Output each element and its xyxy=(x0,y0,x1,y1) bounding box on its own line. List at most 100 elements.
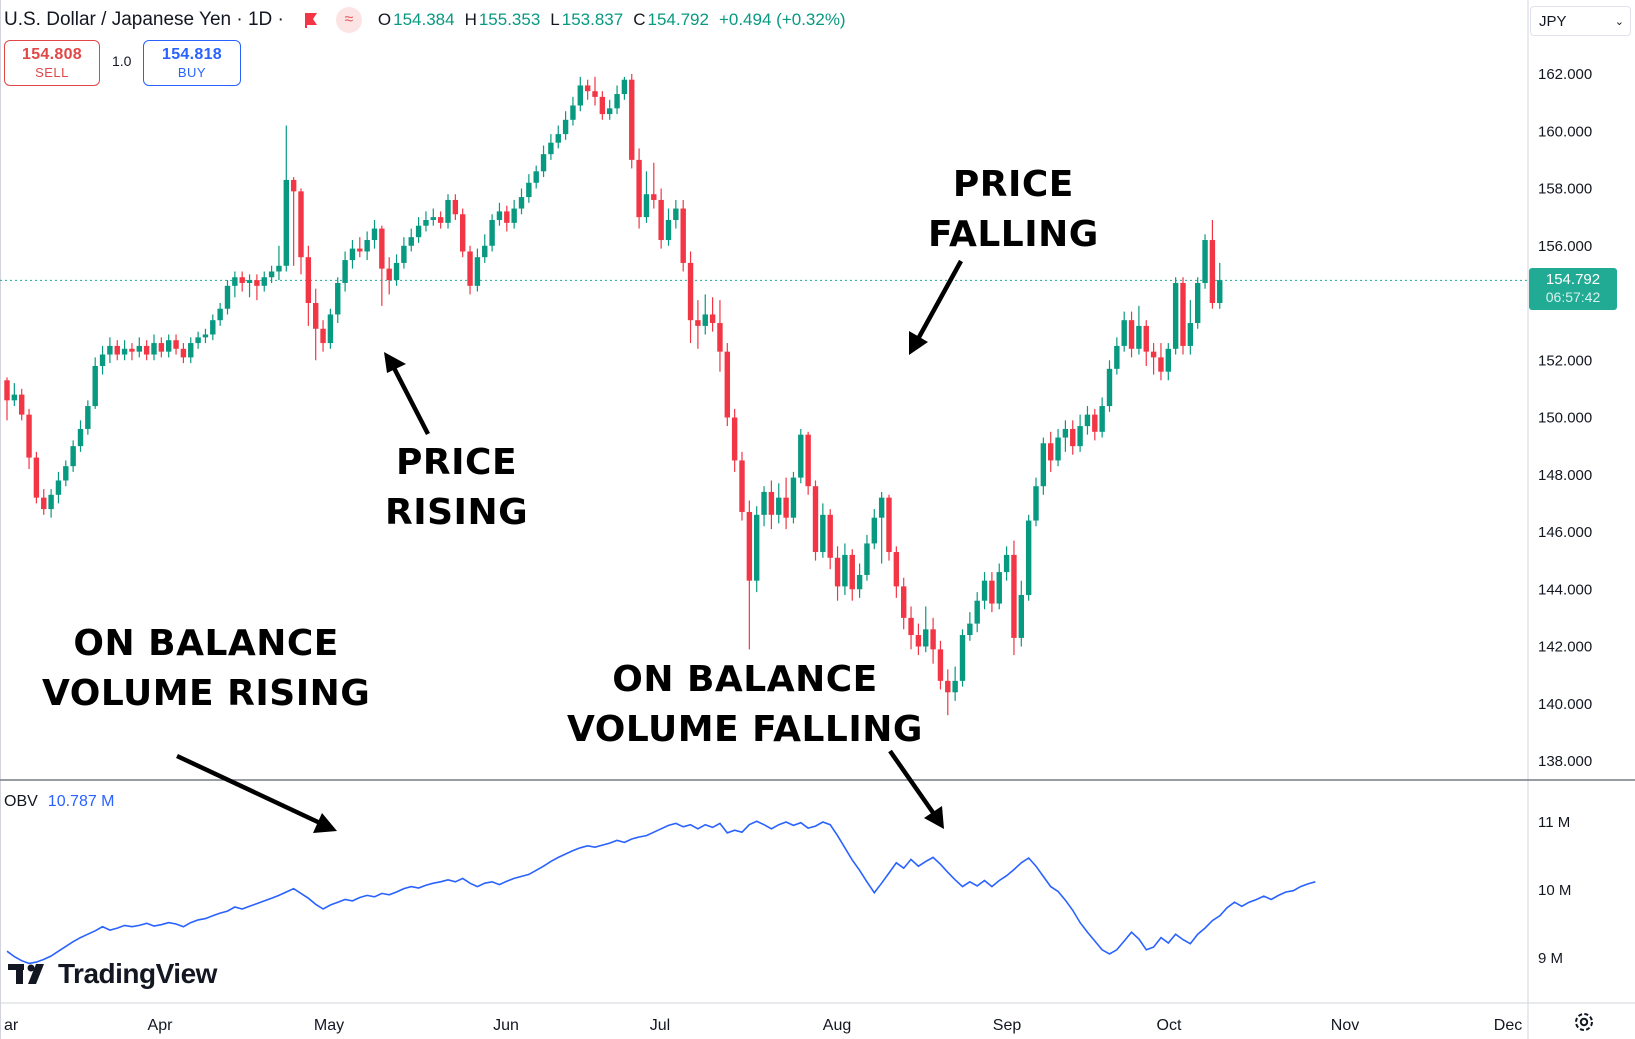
last-price-tag: 154.792 06:57:42 xyxy=(1529,268,1617,310)
candle-body xyxy=(504,211,510,223)
symbol-title[interactable]: U.S. Dollar / Japanese Yen · 1D · xyxy=(4,9,284,30)
candles-group xyxy=(4,74,1223,716)
tradingview-logo-icon xyxy=(8,964,44,984)
candle-body xyxy=(298,191,304,258)
time-axis[interactable]: ar Apr May Jun Jul Aug Sep Oct Nov Dec xyxy=(4,1017,1522,1034)
gear-icon[interactable] xyxy=(1572,1010,1596,1034)
candle-body xyxy=(107,345,113,355)
candle-body xyxy=(467,251,473,286)
time-tick-label: Apr xyxy=(148,1017,174,1034)
logo-text: TradingView xyxy=(58,958,217,989)
time-tick-label: Sep xyxy=(993,1017,1022,1034)
time-tick-label: ar xyxy=(4,1017,19,1034)
candle-body xyxy=(1033,486,1039,521)
candle-body xyxy=(386,268,392,281)
candle-body xyxy=(629,79,635,160)
candle-body xyxy=(423,219,429,226)
candle-body xyxy=(1202,240,1208,283)
candle-body xyxy=(210,320,216,335)
annotation-price-falling: PRICE FALLING xyxy=(928,164,1099,255)
candle-body xyxy=(864,543,870,575)
candle-body xyxy=(1092,414,1098,432)
annotation-price-rising: PRICE RISING xyxy=(385,442,529,533)
candle-body xyxy=(41,497,47,510)
candle-body xyxy=(533,171,539,183)
candle-body xyxy=(945,680,951,693)
sell-button[interactable]: 154.808 SELL xyxy=(4,40,100,86)
candle-body xyxy=(143,345,150,355)
candle-body xyxy=(1209,240,1216,303)
price-axis[interactable]: 162.000 160.000 158.000 156.000 152.000 150.0… xyxy=(1538,66,1592,770)
candle-body xyxy=(445,199,451,223)
candle-body xyxy=(151,343,157,355)
candle-body xyxy=(320,328,326,344)
obv-axis[interactable]: 11 M 10 M 9 M xyxy=(1538,814,1571,967)
candle-body xyxy=(665,219,672,241)
candle-body xyxy=(364,240,370,252)
last-price-value: 154.792 xyxy=(1545,271,1601,288)
candle-body xyxy=(276,265,282,272)
candle-body xyxy=(930,629,936,650)
candle-body xyxy=(1172,282,1179,349)
candle-body xyxy=(886,497,892,553)
arrow-obv-rising xyxy=(176,753,321,826)
candle-body xyxy=(1158,357,1164,372)
order-quantity[interactable]: 1.0 xyxy=(112,53,132,69)
candle-body xyxy=(246,280,253,283)
candle-body xyxy=(1055,437,1061,461)
candle-body xyxy=(283,179,289,266)
candle-body xyxy=(643,194,650,218)
buy-price: 154.818 xyxy=(162,46,222,63)
candle-body xyxy=(55,480,62,495)
wave-icon[interactable]: ≈ xyxy=(335,7,362,33)
candle-body xyxy=(746,511,753,581)
flag-icon[interactable] xyxy=(302,11,320,29)
candle-body xyxy=(798,434,804,478)
candle-body xyxy=(180,348,187,358)
candle-body xyxy=(878,497,885,518)
candle-body xyxy=(489,219,495,246)
price-tick-label: 146.000 xyxy=(1538,524,1592,541)
currency-select[interactable]: JPY ⌄ xyxy=(1530,6,1631,36)
candle-body xyxy=(496,211,503,220)
candle-body xyxy=(474,257,481,286)
candle-body xyxy=(724,351,730,418)
candle-body xyxy=(526,182,532,198)
candle-body xyxy=(99,354,106,366)
obv-legend[interactable]: OBV 10.787 M xyxy=(4,793,115,811)
candle-body xyxy=(702,314,708,326)
candle-body xyxy=(1040,443,1047,487)
candle-body xyxy=(4,380,10,401)
annotation-obv-rising: ON BALANCE VOLUME RISING xyxy=(42,623,371,714)
sell-price: 154.808 xyxy=(22,46,82,63)
candle-body xyxy=(915,635,922,647)
buy-button[interactable]: 154.818 BUY xyxy=(143,40,241,86)
tradingview-logo[interactable]: TradingView xyxy=(8,956,217,992)
obv-value: 10.787 M xyxy=(47,793,115,810)
candle-body xyxy=(952,680,958,693)
symbol-header[interactable]: U.S. Dollar / Japanese Yen · 1D · ≈ O 154… xyxy=(4,6,856,34)
candle-body xyxy=(158,343,165,352)
candle-body xyxy=(1121,320,1127,346)
candle-body xyxy=(63,466,69,481)
candle-body xyxy=(540,154,547,172)
candle-body xyxy=(856,574,863,590)
candle-body xyxy=(77,428,84,447)
price-tick-label: 152.000 xyxy=(1538,352,1592,369)
candle-body xyxy=(518,197,525,209)
time-tick-label: Dec xyxy=(1494,1017,1522,1034)
price-tick-label: 158.000 xyxy=(1538,181,1592,198)
candle-body xyxy=(357,248,363,252)
price-tick-label: 148.000 xyxy=(1538,467,1592,484)
candle-body xyxy=(651,194,657,200)
candle-body xyxy=(981,580,988,601)
candle-body xyxy=(290,179,297,192)
obv-line xyxy=(6,820,1316,965)
obv-tick-label: 11 M xyxy=(1538,814,1570,831)
candle-body xyxy=(371,228,378,241)
candle-body xyxy=(636,159,642,218)
annotation-arrows xyxy=(176,259,963,833)
ohlc-close: C 154.792 xyxy=(633,10,709,29)
candle-body xyxy=(1099,406,1105,432)
